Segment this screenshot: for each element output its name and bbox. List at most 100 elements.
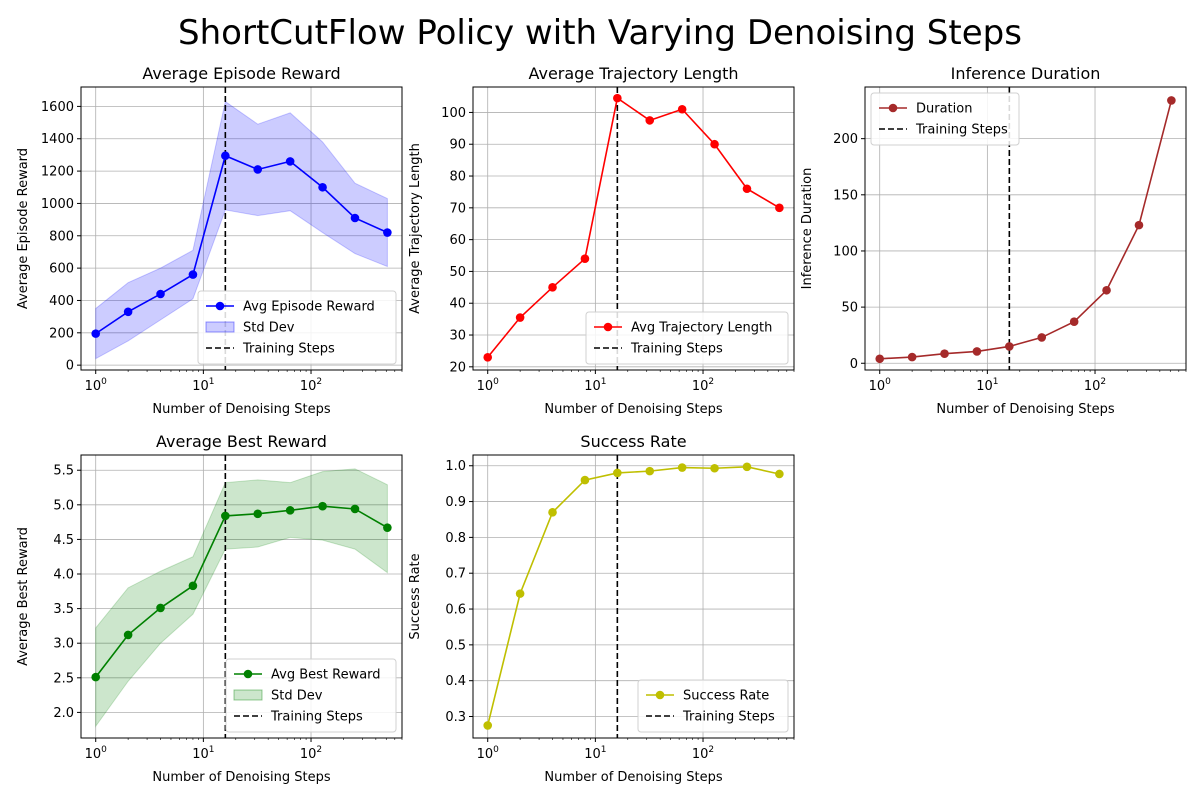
data-point	[1069, 317, 1079, 327]
x-axis-label: Number of Denoising Steps	[544, 402, 722, 417]
x-tick-base: 10	[692, 747, 709, 762]
y-tick-label: 200	[49, 326, 74, 341]
legend: Avg Episode Reward Std Dev Training Steps	[197, 290, 397, 365]
data-point	[580, 254, 590, 264]
legend-label: Avg Trajectory Length	[631, 321, 772, 336]
data-point	[515, 589, 525, 598]
data-point	[156, 603, 165, 613]
x-tick-label: 102	[300, 745, 322, 762]
y-tick-label: 1400	[41, 132, 74, 147]
x-tick-label: 100	[869, 377, 892, 394]
data-point	[1005, 342, 1014, 351]
y-tick-label: 1.0	[445, 459, 466, 474]
data-point	[742, 184, 752, 194]
x-tick-label: 102	[300, 377, 322, 394]
legend-box	[197, 290, 397, 365]
x-tick-exponent: 0	[493, 377, 499, 387]
legend-marker-swatch	[655, 690, 665, 700]
legend-marker-swatch	[603, 322, 613, 332]
legend-label: Training Steps	[630, 342, 723, 357]
x-axis-label: Number of Denoising Steps	[152, 402, 330, 417]
data-point	[188, 581, 198, 591]
x-tick-exponent: 1	[993, 377, 999, 387]
legend: Avg Trajectory Length Training Steps	[585, 311, 789, 365]
x-tick-label: 101	[584, 745, 606, 762]
y-tick-label: 5.0	[53, 498, 74, 513]
x-tick-label: 101	[192, 745, 214, 762]
data-point	[677, 463, 687, 472]
x-tick-base: 10	[300, 379, 317, 394]
std-dev-band	[95, 100, 388, 360]
y-axis-label: Inference Duration	[800, 168, 815, 290]
data-point	[91, 329, 101, 338]
data-point	[710, 139, 719, 149]
data-point	[123, 307, 133, 317]
y-tick-label: 30	[449, 329, 466, 344]
data-point	[548, 508, 557, 517]
x-tick-base: 10	[85, 379, 102, 394]
x-tick-base: 10	[976, 379, 993, 394]
legend-label: Std Dev	[271, 689, 323, 704]
axes-frame	[80, 86, 403, 371]
data-point	[515, 313, 525, 322]
x-tick-exponent: 2	[708, 745, 714, 755]
legend: Avg Best Reward Std Dev Training Steps	[225, 658, 397, 733]
y-tick-label: 40	[449, 297, 466, 312]
y-tick-label: 0	[66, 359, 74, 374]
x-tick-base: 10	[869, 379, 886, 394]
series-line	[486, 466, 780, 726]
y-tick-label: 150	[833, 188, 858, 203]
data-point	[91, 672, 101, 682]
y-tick-label: 80	[449, 170, 466, 185]
data-point	[940, 349, 949, 359]
y-tick-label: 0.9	[445, 495, 466, 510]
subplot-4: 100 101 1022.02.53.03.54.04.55.05.5Average…	[16, 432, 403, 785]
x-tick-label: 100	[85, 745, 108, 762]
data-point	[253, 509, 263, 519]
legend-label: Avg Episode Reward	[243, 300, 375, 315]
y-tick-label: 0.6	[445, 603, 466, 618]
x-tick-label: 102	[1084, 377, 1106, 394]
x-tick-exponent: 0	[885, 377, 891, 387]
subplots: 100 101 10202004006008001000120014001600Av…	[16, 64, 1187, 785]
x-tick-base: 10	[692, 379, 709, 394]
x-tick-exponent: 2	[708, 377, 714, 387]
y-tick-label: 90	[449, 138, 466, 153]
legend-label: Training Steps	[242, 342, 335, 357]
subplot-1: 100 101 10202004006008001000120014001600Av…	[16, 64, 403, 417]
x-tick-base: 10	[192, 379, 209, 394]
x-axis-label: Number of Denoising Steps	[152, 770, 330, 785]
data-point	[221, 151, 230, 161]
legend-label: Training Steps	[682, 710, 775, 725]
data-point	[1167, 96, 1176, 105]
data-point	[318, 501, 327, 511]
x-tick-base: 10	[477, 747, 494, 762]
y-axis-label: Success Rate	[408, 553, 423, 639]
y-tick-label: 200	[833, 132, 858, 147]
legend-label: Training Steps	[270, 710, 363, 725]
y-tick-label: 0.3	[445, 710, 466, 725]
legend-box	[585, 311, 789, 365]
data-point	[710, 463, 719, 473]
y-tick-label: 50	[449, 265, 466, 280]
legend: Success Rate Training Steps	[637, 679, 789, 733]
series-line	[95, 505, 388, 678]
y-tick-label: 60	[449, 233, 466, 248]
axes-frame	[864, 86, 1187, 371]
data-point	[383, 228, 392, 237]
legend-label: Success Rate	[683, 689, 769, 704]
y-tick-label: 4.0	[53, 568, 74, 583]
x-tick-exponent: 0	[101, 745, 107, 755]
data-point	[253, 165, 263, 174]
x-tick-exponent: 0	[493, 745, 499, 755]
x-axis-label: Number of Denoising Steps	[936, 402, 1114, 417]
data-point	[318, 182, 327, 192]
legend: Duration Training Steps	[870, 92, 1020, 146]
y-tick-label: 0.5	[445, 638, 466, 653]
x-tick-label: 102	[692, 377, 714, 394]
y-tick-label: 100	[441, 106, 466, 121]
legend-marker-swatch	[888, 103, 898, 113]
